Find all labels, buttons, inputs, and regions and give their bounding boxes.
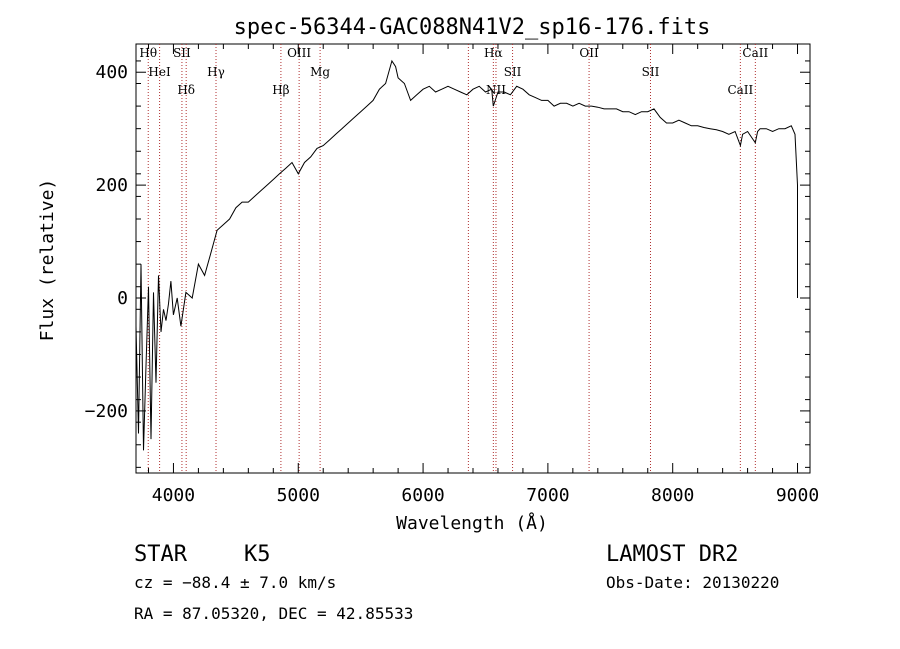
line-label: SII <box>504 65 522 79</box>
chart-title: spec-56344-GAC088N41V2_sp16-176.fits <box>234 15 711 40</box>
line-label: Hβ <box>272 83 289 97</box>
y-tick-label: −200 <box>85 401 128 422</box>
line-label: OII <box>579 46 599 60</box>
line-label: CaII <box>742 46 768 60</box>
y-tick-label: 400 <box>95 62 128 83</box>
y-tick-label: 200 <box>95 175 128 196</box>
x-axis-ticks: 4000 5000 6000 7000 8000 9000 <box>147 44 819 506</box>
x-tick-label: 8000 <box>651 485 694 506</box>
line-label: SII <box>642 65 660 79</box>
line-label: NII <box>486 83 506 97</box>
coordinates: RA = 87.05320, DEC = 42.85533 <box>134 604 413 623</box>
y-axis-label: Flux (relative) <box>37 179 58 342</box>
obs-date: Obs-Date: 20130220 <box>606 573 779 592</box>
line-labels: HθHeIHδSIIHγHβOIIIMgNIIHαSIIOIISIICaIICa… <box>139 46 768 97</box>
line-label: Mg <box>310 65 330 79</box>
line-label: Hδ <box>177 83 195 97</box>
emission-lines <box>147 44 756 473</box>
line-label: Hα <box>484 46 503 60</box>
line-label: CaII <box>727 83 753 97</box>
plot-area: 4000 5000 6000 7000 8000 9000 −200 0 200 400 Hθ H… <box>85 43 819 506</box>
y-tick-label: 0 <box>117 288 128 309</box>
line-label: SII <box>173 46 191 60</box>
object-class: STAR <box>134 542 188 567</box>
line-label: OIII <box>287 46 311 60</box>
x-tick-label: 7000 <box>526 485 569 506</box>
x-tick-label: 9000 <box>776 485 819 506</box>
survey-name: LAMOST DR2 <box>606 542 738 567</box>
x-tick-label: 6000 <box>401 485 444 506</box>
spectrum-line <box>135 59 798 451</box>
line-label: Hθ <box>139 46 157 60</box>
x-tick-label: 4000 <box>152 485 195 506</box>
plot-frame <box>135 43 811 474</box>
line-label: HeI <box>148 65 171 79</box>
x-tick-label: 5000 <box>277 485 320 506</box>
cz-value: cz = −88.4 ± 7.0 km/s <box>134 573 336 592</box>
line-label: Hγ <box>207 65 225 79</box>
object-subclass: K5 <box>244 542 271 567</box>
x-axis-label: Wavelength (Å) <box>396 512 548 534</box>
y-axis-ticks: −200 0 200 400 <box>85 60 810 468</box>
